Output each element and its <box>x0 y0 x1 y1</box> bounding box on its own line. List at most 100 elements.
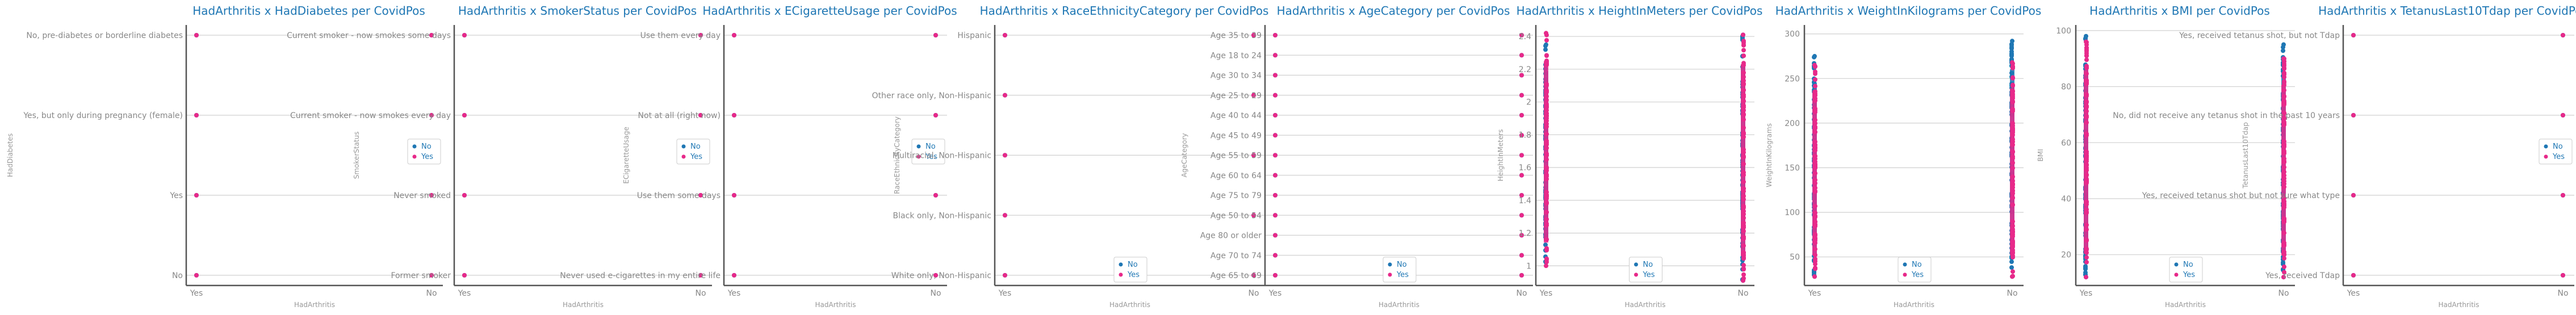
x-tick-label: No <box>2557 289 2568 298</box>
y-tick-label: Age 65 to 69 <box>1210 271 1262 280</box>
x-tick-label: Yes <box>1268 289 1282 298</box>
legend-marker-no <box>2174 262 2179 267</box>
data-point-yes <box>2010 269 2015 274</box>
data-point-yes <box>2561 273 2565 278</box>
data-point-yes <box>1519 173 1524 178</box>
data-point-yes <box>1251 33 1256 37</box>
x-axis-label: HadArthritis <box>1109 301 1150 309</box>
x-tick-label: No <box>426 289 437 298</box>
legend: No Yes <box>911 138 945 165</box>
data-point-yes <box>2351 273 2356 278</box>
y-tick-label: Age 45 to 49 <box>1210 131 1262 140</box>
y-axis-label: BMI <box>2037 149 2045 161</box>
y-tick-label: Age 70 to 74 <box>1210 251 1262 261</box>
legend: No Yes <box>676 138 710 165</box>
data-point-yes <box>1741 53 1746 58</box>
legend: No Yes <box>2539 138 2573 165</box>
y-tick-label: 60 <box>2061 138 2071 148</box>
data-point-no <box>2281 48 2285 53</box>
data-point-yes <box>1519 193 1524 198</box>
x-axis-label: HadArthritis <box>1624 301 1665 309</box>
y-tick-label: Age 50 to 54 <box>1210 211 1262 220</box>
legend-label: Yes <box>1643 271 1655 279</box>
data-point-yes <box>1273 173 1277 178</box>
data-point-yes <box>194 113 199 117</box>
data-point-yes <box>2561 193 2565 198</box>
chart-title: HadArthritis x RaceEthnicityCategory per… <box>980 4 1269 18</box>
data-point-yes <box>1544 31 1548 36</box>
data-point-yes <box>1273 53 1277 58</box>
data-point-yes <box>2282 72 2286 77</box>
data-point-yes <box>1812 62 1817 68</box>
y-tick-label: 150 <box>1785 164 1800 173</box>
y-tick-label: Not at all (right now) <box>638 111 721 120</box>
data-point-yes <box>1519 153 1524 158</box>
legend-label: Yes <box>421 153 433 161</box>
chart-panel-8: HadArthritis x BMI per CovidPos 20 40 60 80 1… <box>2037 4 2295 309</box>
data-band-yes <box>1812 90 1817 256</box>
data-point-yes <box>1273 273 1277 278</box>
data-point-yes <box>1741 263 1746 268</box>
y-tick-label: Age 40 to 44 <box>1210 111 1262 120</box>
chart-title: HadArthritis x ECigaretteUsage per Covid… <box>702 4 957 18</box>
chart-panel-5: HadArthritis x AgeCategory per CovidPos A… <box>1180 4 1533 309</box>
legend: No Yes <box>1629 257 1662 283</box>
data-band-yes <box>1544 61 1548 243</box>
y-tick-label: 1.4 <box>1519 196 1531 205</box>
data-point-yes <box>2561 33 2565 37</box>
y-tick-label: Age 60 to 64 <box>1210 171 1262 180</box>
data-point-yes <box>2084 65 2089 70</box>
y-tick-label: Former smoker <box>391 271 451 280</box>
data-point-yes <box>1251 153 1256 158</box>
chart-title: HadArthritis x TetanusLast10Tdap per Cov… <box>2318 4 2576 18</box>
data-point-yes <box>2010 75 2015 81</box>
data-point-yes <box>1741 278 1745 283</box>
chart-panel-9: HadArthritis x TetanusLast10Tdap per Cov… <box>2113 4 2576 309</box>
data-band-yes <box>1741 64 1745 257</box>
y-tick-label: Use them some days <box>637 191 721 200</box>
y-tick-label: 40 <box>2061 195 2071 204</box>
x-axis-label: HadArthritis <box>294 301 335 309</box>
data-point-yes <box>698 273 703 278</box>
legend-marker-no <box>1903 262 1907 267</box>
data-point-no <box>1543 47 1548 52</box>
data-point-yes <box>1003 153 1007 158</box>
y-tick-label: Age 80 or older <box>1200 232 1262 241</box>
chart-panel-3: HadArthritis x ECigaretteUsage per Covid… <box>560 4 957 309</box>
data-point-no <box>2083 264 2088 269</box>
y-tick-label: No <box>172 271 183 280</box>
y-axis-label: ECigaretteUsage <box>622 127 630 184</box>
data-point-yes <box>1544 37 1549 43</box>
data-point-yes <box>2281 56 2286 61</box>
data-point-yes <box>429 113 434 117</box>
data-point-yes <box>2084 275 2088 280</box>
data-point-yes <box>1003 33 1007 37</box>
data-band-yes <box>2010 88 2014 255</box>
y-tick-label: Current smoker - now smokes every day <box>290 111 451 120</box>
data-point-yes <box>429 193 434 198</box>
data-point-yes <box>1813 71 1817 76</box>
data-point-yes <box>194 33 199 37</box>
data-point-yes <box>1812 274 1817 279</box>
chart-panel-4: HadArthritis x RaceEthnicityCategory per… <box>872 4 1269 309</box>
legend-marker-no <box>916 144 921 149</box>
x-tick-label: Yes <box>1539 289 1553 298</box>
legend-marker-yes <box>2544 154 2548 159</box>
y-tick-label: Black only, Non-Hispanic <box>893 211 991 220</box>
x-tick-label: No <box>695 289 706 298</box>
x-tick-label: Yes <box>998 289 1012 298</box>
y-tick-label: 100 <box>1785 208 1800 217</box>
data-point-yes <box>1003 93 1007 98</box>
legend-label: No <box>421 142 432 151</box>
chart-title: HadArthritis x HadDiabetes per CovidPos <box>192 4 425 18</box>
data-point-yes <box>1003 213 1007 218</box>
chart-panel-1: HadArthritis x HadDiabetes per CovidPos N… <box>6 4 443 309</box>
legend-marker-no <box>412 144 417 149</box>
data-point-yes <box>2084 39 2088 44</box>
data-point-yes <box>2282 264 2286 270</box>
data-point-yes <box>1741 32 1745 37</box>
y-tick-label: Yes <box>169 191 183 200</box>
legend-marker-no <box>1388 262 1392 267</box>
y-tick-label: Yes, received Tdap <box>2265 271 2340 280</box>
chart-title: HadArthritis x SmokerStatus per CovidPos <box>458 4 697 18</box>
